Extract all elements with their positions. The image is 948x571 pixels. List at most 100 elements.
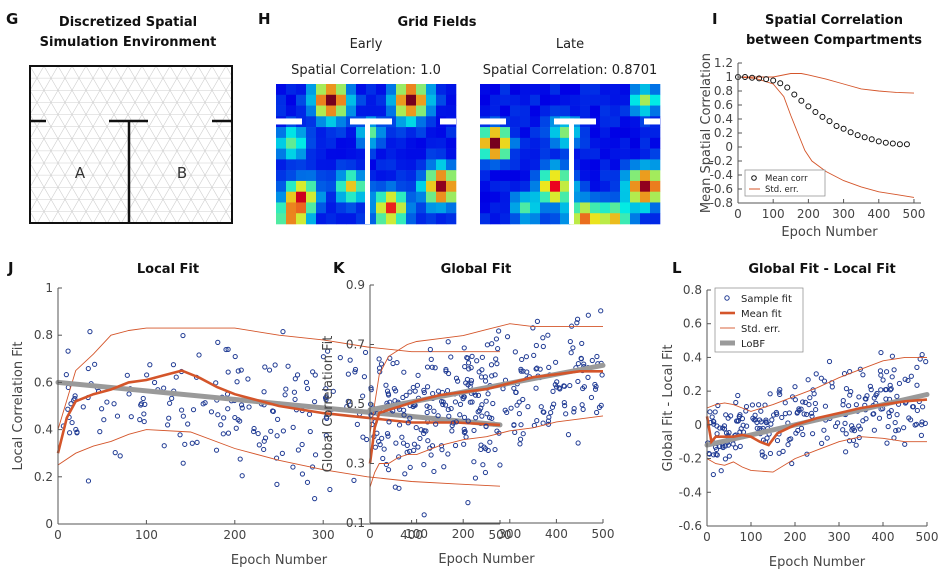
heatmap-cell [480,191,491,203]
sample-point [461,394,467,400]
heatmap-cell [366,170,377,182]
sample-point [479,413,485,419]
heatmap-cell [426,191,437,203]
heatmap-cell [510,94,521,106]
panel-label-l: L [672,259,682,277]
sample-point [833,423,839,430]
heatmap-cell [630,159,641,171]
y-axis-label: Global Fit - Local Fit [661,345,676,472]
sample-point [126,391,132,397]
heatmap-cell [560,159,571,171]
heatmap-cell [396,159,407,171]
heatmap-cell [580,127,591,139]
heatmap-cell [540,116,551,128]
heatmap-cell [580,202,591,214]
heatmap-cell [356,84,367,96]
heatmap-cell [540,191,551,203]
sample-point [406,448,413,454]
heatmap-cell [276,159,287,171]
heatmap-cell [570,180,581,192]
heatmap-cell [490,191,501,203]
sample-point [485,447,491,454]
sample-point [440,401,446,408]
sample-point [829,384,835,390]
sample-point [826,358,833,365]
heatmap-cell [490,180,501,192]
heatmap-cell [316,116,327,128]
heatmap-cell [590,148,601,160]
sample-point [407,415,413,421]
heatmap-cell [590,213,601,225]
sample-point [902,441,908,447]
sample-point [475,409,481,415]
heatmap-cell [426,105,437,117]
sample-point [484,411,490,417]
heatmap-cell [356,202,367,214]
sample-point [345,371,351,377]
grid-line [43,66,135,223]
sample-point [469,353,475,359]
heatmap-cell [406,213,417,225]
sample-point [173,374,179,380]
sample-point [421,428,427,434]
sample-point [762,454,768,460]
y-tick-label: 0.6 [34,375,53,389]
heatmap-wall [554,118,596,125]
sample-point [710,471,716,478]
sample-point [533,342,539,349]
mean-corr-point [875,138,882,145]
sample-point [453,375,460,381]
mean-corr-point [756,75,763,82]
heatmap-cell [416,148,427,160]
heatmap-cell [540,213,551,225]
y-tick-label: 0.6 [714,98,733,112]
mean-corr-point [763,76,770,83]
heatmap-cell [620,84,631,96]
heatmap-cell [336,105,347,117]
sample-point [304,385,311,392]
sample-point [415,444,421,450]
mean-corr-point [805,103,812,110]
sample-point [147,362,153,368]
sample-point [445,406,451,413]
heatmap-cell [520,170,531,182]
legend-marker-mean [751,175,757,181]
y-tick-label: -0.2 [679,452,702,466]
heatmap-cell [520,159,531,171]
sample-point [800,399,806,405]
heatmap-cell [356,180,367,192]
heatmap-cell [550,94,561,106]
sample-point [802,399,808,405]
plot-area [367,308,606,488]
sample-point [743,403,750,410]
sample-point [261,446,267,453]
sample-point [824,435,830,441]
sample-point [592,381,598,388]
panel-label-i: I [712,10,718,28]
y-tick-label: 0.7 [346,338,365,352]
std-err-lower [369,415,604,488]
heatmap-cell [510,84,521,96]
heatmap-cell [480,105,491,117]
sample-point [876,415,883,421]
mean-corr-point [826,118,833,125]
heatmap-cell [296,137,307,149]
sample-point [483,423,489,430]
sample-point [213,447,220,453]
sample-point [320,354,327,360]
sample-point [723,412,729,418]
sample-point [917,356,923,362]
y-tick-label: 0 [45,517,53,531]
sample-point [479,354,485,360]
heatmap-cell [366,137,377,149]
grid-line [0,66,2,223]
heatmap-cell [446,137,457,149]
sample-point [351,477,357,483]
sample-point [763,420,769,426]
heatmap-cell [490,159,501,171]
heatmap-cell [610,148,621,160]
heatmap-cell [590,84,601,96]
heatmap-cell [540,137,551,149]
sample-point [891,367,897,373]
sample-point [786,436,792,443]
